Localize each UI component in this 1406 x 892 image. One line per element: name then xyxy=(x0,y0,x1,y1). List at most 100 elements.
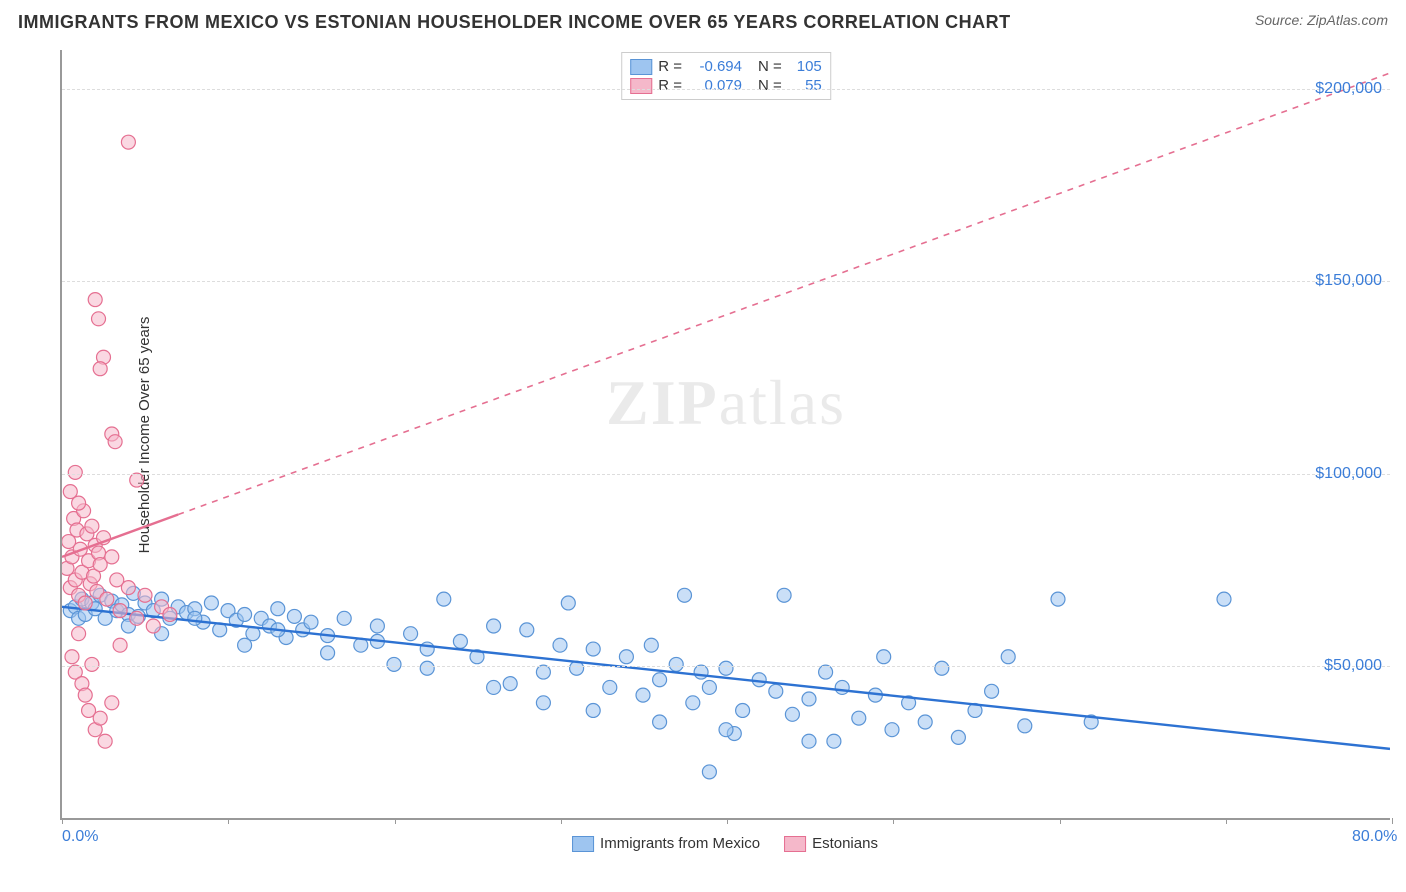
scatter-point xyxy=(1084,715,1098,729)
gridline xyxy=(62,474,1390,475)
x-tick-label: 0.0% xyxy=(62,828,98,846)
plot-area: ZIPatlas R =-0.694N =105R = 0.079N = 55 … xyxy=(60,50,1390,820)
scatter-point xyxy=(835,680,849,694)
scatter-point xyxy=(238,607,252,621)
scatter-point xyxy=(121,619,135,633)
scatter-point xyxy=(113,604,127,618)
legend-swatch xyxy=(784,836,806,852)
scatter-point xyxy=(420,642,434,656)
scatter-point xyxy=(78,596,92,610)
legend-r-label: R = xyxy=(658,58,682,75)
scatter-point xyxy=(163,611,177,625)
scatter-point xyxy=(702,765,716,779)
x-tick-mark xyxy=(727,818,728,824)
scatter-point xyxy=(561,596,575,610)
scatter-point xyxy=(968,703,982,717)
scatter-point xyxy=(72,496,86,510)
scatter-point xyxy=(470,650,484,664)
scatter-point xyxy=(370,634,384,648)
chart-container: Householder Income Over 65 years ZIPatla… xyxy=(60,50,1390,820)
scatter-point xyxy=(85,519,99,533)
scatter-point xyxy=(636,688,650,702)
scatter-point xyxy=(130,473,144,487)
scatter-point xyxy=(98,734,112,748)
scatter-point xyxy=(93,558,107,572)
trend-line-solid xyxy=(62,515,178,557)
legend-series: Immigrants from MexicoEstonians xyxy=(572,835,878,852)
legend-series-label: Immigrants from Mexico xyxy=(600,835,760,852)
watermark-bold: ZIP xyxy=(606,367,719,438)
source-attribution: Source: ZipAtlas.com xyxy=(1255,12,1388,28)
legend-n-label: N = xyxy=(758,58,782,75)
legend-stats: R =-0.694N =105R = 0.079N = 55 xyxy=(621,52,831,100)
scatter-point xyxy=(370,619,384,633)
scatter-point xyxy=(126,586,140,600)
scatter-point xyxy=(536,696,550,710)
scatter-point xyxy=(163,607,177,621)
scatter-point xyxy=(180,606,194,620)
scatter-point xyxy=(72,611,86,625)
scatter-point xyxy=(108,435,122,449)
gridline xyxy=(62,89,1390,90)
scatter-point xyxy=(110,573,124,587)
scatter-point xyxy=(105,550,119,564)
scatter-point xyxy=(155,627,169,641)
scatter-point xyxy=(72,627,86,641)
x-tick-mark xyxy=(1060,818,1061,824)
scatter-point xyxy=(321,629,335,643)
scatter-point xyxy=(678,588,692,602)
legend-swatch xyxy=(572,836,594,852)
scatter-point xyxy=(985,684,999,698)
scatter-point xyxy=(121,607,135,621)
x-tick-mark xyxy=(561,818,562,824)
scatter-point xyxy=(98,611,112,625)
scatter-point xyxy=(785,707,799,721)
scatter-point xyxy=(105,594,119,608)
scatter-point xyxy=(65,650,79,664)
scatter-point xyxy=(73,542,87,556)
legend-swatch xyxy=(630,78,652,94)
scatter-point xyxy=(188,602,202,616)
scatter-point xyxy=(487,680,501,694)
scatter-point xyxy=(72,588,86,602)
scatter-point xyxy=(769,684,783,698)
scatter-point xyxy=(138,596,152,610)
scatter-point xyxy=(130,611,144,625)
scatter-point xyxy=(88,293,102,307)
scatter-point xyxy=(82,703,96,717)
scatter-point xyxy=(92,546,106,560)
scatter-point xyxy=(686,696,700,710)
scatter-point xyxy=(93,362,107,376)
scatter-point xyxy=(296,623,310,637)
scatter-point xyxy=(188,611,202,625)
scatter-point xyxy=(354,638,368,652)
scatter-point xyxy=(77,504,91,518)
legend-r-value: -0.694 xyxy=(688,58,742,75)
scatter-point xyxy=(115,598,129,612)
scatter-point xyxy=(105,696,119,710)
scatter-point xyxy=(868,688,882,702)
scatter-point xyxy=(802,734,816,748)
scatter-point xyxy=(92,312,106,326)
scatter-point xyxy=(520,623,534,637)
x-tick-mark xyxy=(228,818,229,824)
scatter-point xyxy=(619,650,633,664)
scatter-point xyxy=(752,673,766,687)
scatter-point xyxy=(105,427,119,441)
y-tick-label: $150,000 xyxy=(1315,272,1382,290)
legend-swatch xyxy=(630,59,652,75)
scatter-point xyxy=(271,623,285,637)
scatter-point xyxy=(93,588,107,602)
scatter-point xyxy=(63,485,77,499)
scatter-point xyxy=(271,602,285,616)
gridline xyxy=(62,281,1390,282)
legend-series-item: Immigrants from Mexico xyxy=(572,835,760,852)
scatter-point xyxy=(146,604,160,618)
scatter-point xyxy=(196,615,210,629)
scatter-point xyxy=(155,592,169,606)
scatter-point xyxy=(68,665,82,679)
scatter-point xyxy=(287,609,301,623)
scatter-point xyxy=(155,600,169,614)
scatter-point xyxy=(586,642,600,656)
trend-line-solid xyxy=(62,607,1390,749)
